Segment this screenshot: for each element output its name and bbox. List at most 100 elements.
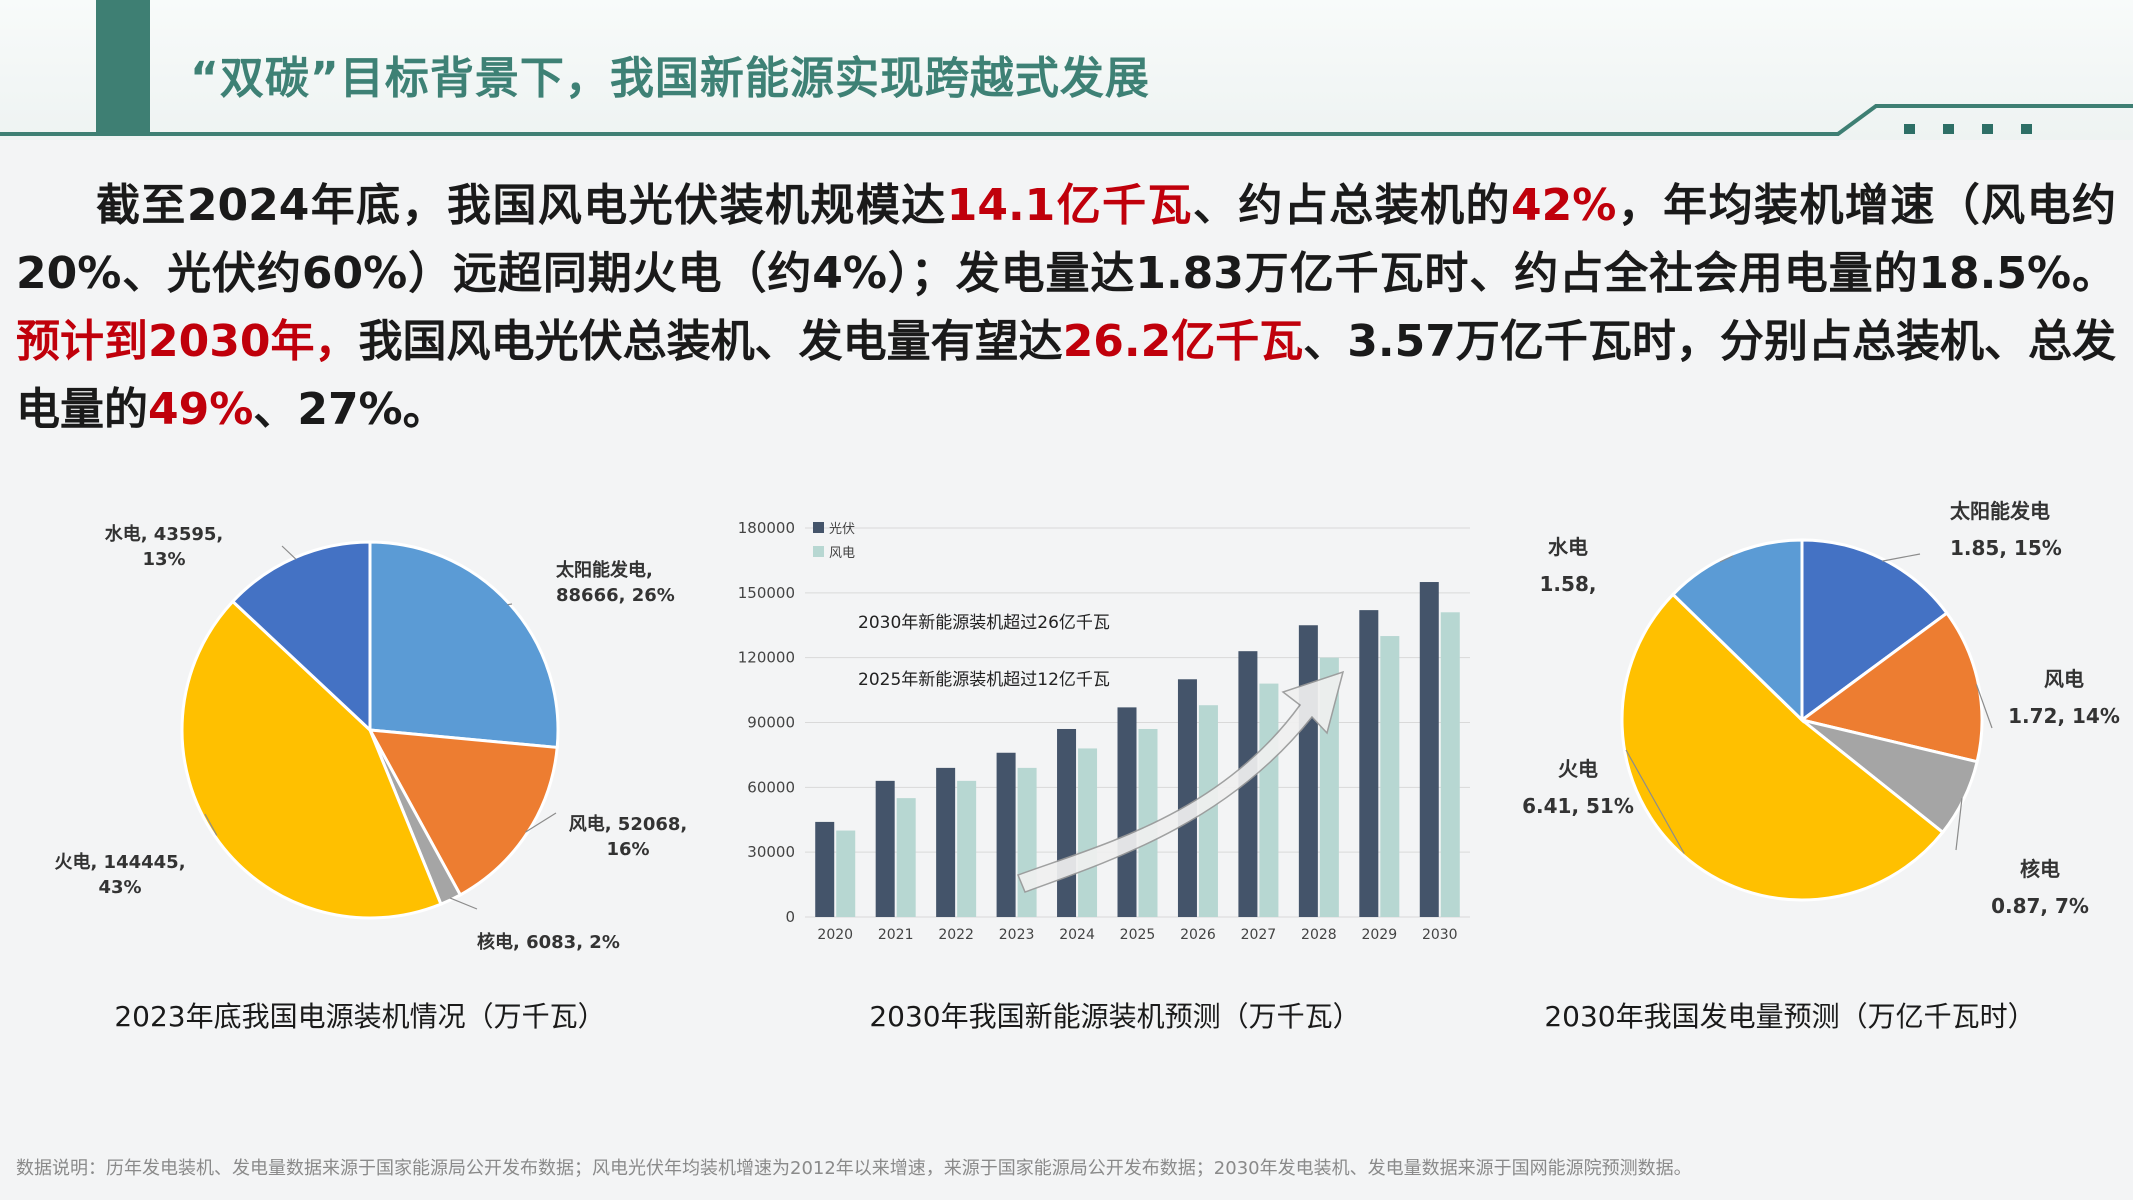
intro-highlight: 预计到2030年， [16, 316, 359, 367]
caption-bar: 2030年我国新能源装机预测（万千瓦） [869, 1000, 1361, 1033]
legend-label: 风电 [829, 546, 855, 561]
pie-label-thermal: 火电, 144445, [54, 851, 185, 873]
bar-wind [1440, 612, 1460, 917]
y-tick-label: 90000 [747, 714, 795, 732]
bar-pv [1177, 679, 1197, 917]
bar-pv [1359, 610, 1379, 917]
legend-swatch [813, 546, 824, 557]
pie-label-thermal: 火电 [1558, 757, 1598, 781]
pie-slice-thermal [1620, 592, 1945, 902]
bar-pv [996, 752, 1016, 917]
pie-label-hydro: 13% [142, 549, 185, 570]
bar-wind [836, 830, 856, 917]
pie-slice-solar [368, 540, 560, 750]
intro-highlight: 49% [148, 384, 254, 435]
leader-line [281, 545, 297, 560]
bar-pv [1419, 582, 1439, 917]
bar-wind [1259, 683, 1279, 917]
annotation-2030: 2030年新能源装机超过26亿千瓦 [858, 613, 1110, 633]
pie-slice-wind [1798, 611, 1984, 764]
bar-wind [896, 798, 916, 917]
x-tick-label: 2030 [1422, 927, 1458, 943]
pie-chart-2030-generation: 太阳能发电 1.85, 15% 风电 1.72, 14% 核电 0.87, 7% 火电 6.4… [1522, 499, 2120, 918]
bar-pv [1057, 728, 1077, 917]
header-accent-bar [96, 0, 150, 134]
legend-label: 光伏 [829, 522, 855, 537]
pie-slice-wind [367, 728, 559, 897]
y-tick-label: 180000 [738, 519, 795, 537]
intro-text: 截至2024年底，我国风电光伏装机规模达 [96, 180, 947, 231]
leader-line [204, 813, 218, 836]
pie-label-wind: 1.72, 14% [2008, 704, 2120, 728]
x-tick-label: 2025 [1120, 927, 1156, 943]
pie-label-wind: 风电 [2044, 667, 2084, 691]
leader-line [507, 603, 513, 606]
pie-label-nuclear: 核电 [2020, 857, 2060, 881]
leader-line [1955, 797, 1963, 851]
pie-label-thermal: 6.41, 51% [1522, 794, 1634, 818]
caption-pie2: 2030年我国发电量预测（万亿千瓦时） [1544, 1000, 2036, 1033]
intro-text: ，年均装机增速（风电约20%、光伏约60%）远超同期火电（约4%）；发电量达1.… [16, 180, 2117, 299]
x-tick-label: 2029 [1361, 927, 1397, 943]
intro-highlight: 14.1亿千瓦 [946, 180, 1193, 231]
bar-wind [1017, 767, 1037, 917]
x-tick-label: 2023 [999, 927, 1035, 943]
x-tick-label: 2020 [817, 927, 853, 943]
x-tick-label: 2028 [1301, 927, 1337, 943]
annotation-2025: 2025年新能源装机超过12亿千瓦 [858, 670, 1110, 690]
pie-label-hydro: 水电 [1548, 535, 1588, 559]
pie-label-solar: 88666, 26% [556, 585, 675, 606]
bar-pv [1238, 651, 1258, 917]
x-tick-label: 2026 [1180, 927, 1216, 943]
pie-slice-solar [1800, 538, 1949, 723]
pie-label-nuclear: 0.87, 7% [1991, 894, 2089, 918]
leader-line [1719, 555, 1734, 563]
leader-line [1882, 553, 1921, 562]
pie-slice-thermal [180, 599, 443, 920]
leader-line [449, 897, 478, 910]
bar-pv [1298, 625, 1318, 917]
intro-text: 、约占总装机的 [1193, 180, 1511, 231]
leader-line [1975, 684, 1993, 729]
y-tick-label: 60000 [747, 778, 795, 796]
pie-label-wind: 风电, 52068, [569, 813, 688, 835]
x-tick-label: 2021 [878, 927, 914, 943]
intro-highlight: 42% [1511, 180, 1617, 231]
pie-label-thermal: 43% [98, 877, 141, 898]
bar-wind [1138, 728, 1158, 917]
pie-label-solar: 太阳能发电 [1950, 499, 2050, 523]
bar-wind [1078, 748, 1098, 917]
leader-line [525, 812, 557, 833]
bar-wind [957, 780, 977, 917]
pie-chart-2023-capacity: 太阳能发电, 88666, 26% 风电, 52068, 16% 核电, 6083, 2… [54, 523, 688, 953]
pie-label-solar: 太阳能发电, [556, 559, 653, 581]
y-tick-label: 30000 [747, 843, 795, 861]
data-source-footnote: 数据说明：历年发电装机、发电量数据来源于国家能源局公开发布数据；风电光伏年均装机… [16, 1158, 1692, 1179]
pie-label-solar: 1.85, 15% [1950, 536, 2062, 560]
bar-pv [815, 821, 835, 917]
bar-pv [1117, 707, 1137, 917]
header-decoration [0, 104, 2133, 136]
leader-line [1625, 749, 1685, 854]
pie-slice-hydro [230, 540, 372, 734]
slide-header: “双碳”目标背景下，我国新能源实现跨越式发展 [0, 0, 2133, 140]
intro-highlight: 26.2亿千瓦 [1062, 316, 1304, 367]
x-tick-label: 2022 [938, 927, 974, 943]
intro-text: 、27%。 [253, 384, 447, 435]
bar-wind [1380, 636, 1400, 917]
page-title: “双碳”目标背景下，我国新能源实现跨越式发展 [190, 53, 1150, 104]
pie-label-wind: 16% [606, 839, 649, 860]
intro-paragraph: 截至2024年底，我国风电光伏装机规模达14.1亿千瓦、约占总装机的42%，年均… [16, 172, 2116, 444]
pie-label-hydro: 1.58, [1540, 572, 1597, 596]
pie-label-hydro: 水电, 43595, [105, 523, 224, 545]
bar-pv [936, 767, 956, 917]
bar-pv [875, 780, 895, 917]
y-tick-label: 120000 [738, 649, 795, 667]
intro-text: 我国风电光伏总装机、发电量有望达 [358, 316, 1063, 367]
pie-label-nuclear: 核电, 6083, 2% [477, 931, 620, 953]
legend-swatch [813, 522, 824, 533]
y-tick-label: 150000 [738, 584, 795, 602]
caption-pie1: 2023年底我国电源装机情况（万千瓦） [114, 1000, 606, 1033]
pie-slice-hydro [1670, 538, 1804, 724]
y-tick-label: 0 [785, 908, 795, 926]
